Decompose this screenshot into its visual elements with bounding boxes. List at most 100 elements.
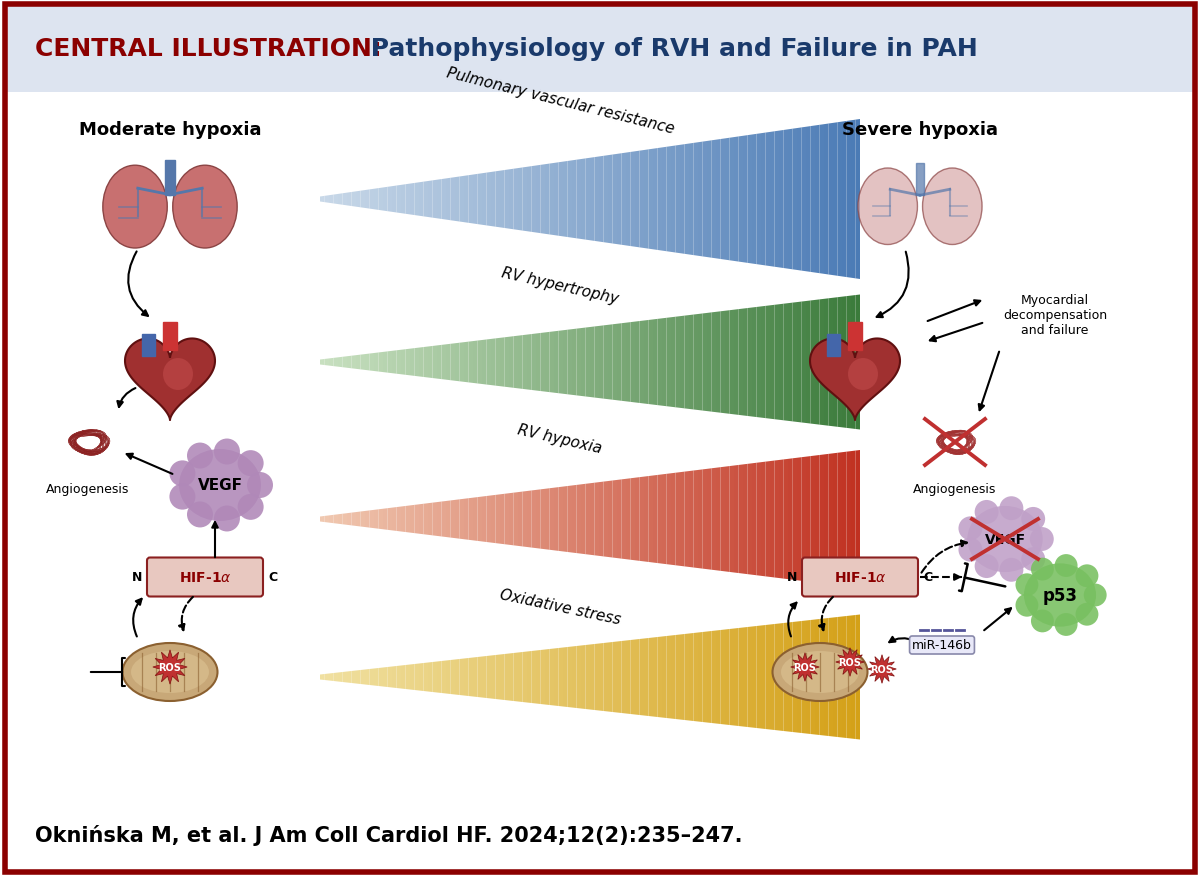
Polygon shape	[509, 337, 514, 389]
Polygon shape	[360, 670, 365, 685]
Polygon shape	[554, 163, 558, 237]
Polygon shape	[734, 466, 738, 574]
Polygon shape	[644, 321, 648, 404]
Polygon shape	[604, 643, 608, 712]
Circle shape	[1075, 565, 1098, 588]
Circle shape	[169, 460, 196, 487]
Polygon shape	[388, 352, 392, 374]
Polygon shape	[360, 511, 365, 527]
Polygon shape	[720, 630, 725, 724]
Polygon shape	[568, 646, 572, 708]
Polygon shape	[694, 470, 698, 568]
Polygon shape	[648, 476, 653, 563]
Polygon shape	[401, 506, 406, 532]
Polygon shape	[437, 661, 442, 693]
Ellipse shape	[173, 166, 238, 249]
Polygon shape	[707, 631, 712, 724]
Ellipse shape	[848, 359, 878, 390]
Polygon shape	[712, 468, 716, 571]
Polygon shape	[464, 342, 468, 383]
Polygon shape	[324, 359, 329, 367]
Polygon shape	[779, 624, 784, 731]
Text: HIF-1$\alpha$: HIF-1$\alpha$	[179, 570, 232, 584]
Polygon shape	[756, 626, 761, 729]
Polygon shape	[414, 348, 419, 377]
Polygon shape	[779, 131, 784, 268]
Polygon shape	[810, 620, 815, 735]
Polygon shape	[527, 167, 532, 232]
Polygon shape	[599, 157, 604, 243]
Polygon shape	[518, 652, 522, 702]
Text: HIF-1$\alpha$: HIF-1$\alpha$	[834, 570, 887, 584]
Polygon shape	[365, 669, 370, 685]
Polygon shape	[558, 331, 563, 395]
Polygon shape	[563, 487, 568, 553]
Ellipse shape	[131, 652, 209, 693]
Bar	[163, 323, 178, 351]
Polygon shape	[324, 516, 329, 523]
Polygon shape	[662, 474, 666, 565]
Polygon shape	[856, 451, 860, 588]
Polygon shape	[658, 319, 662, 406]
Polygon shape	[378, 510, 383, 530]
Polygon shape	[684, 145, 689, 255]
Polygon shape	[846, 296, 851, 429]
Polygon shape	[802, 621, 806, 734]
Polygon shape	[586, 645, 590, 709]
Circle shape	[974, 554, 998, 579]
Polygon shape	[365, 354, 370, 371]
Polygon shape	[536, 166, 540, 234]
Polygon shape	[392, 508, 396, 531]
Polygon shape	[329, 674, 334, 681]
Polygon shape	[702, 142, 707, 258]
Polygon shape	[792, 303, 797, 423]
Polygon shape	[383, 188, 388, 212]
Polygon shape	[716, 312, 720, 413]
Polygon shape	[352, 356, 356, 369]
Polygon shape	[788, 303, 792, 422]
Circle shape	[214, 439, 240, 465]
Polygon shape	[653, 149, 658, 251]
Polygon shape	[432, 662, 437, 693]
Polygon shape	[554, 648, 558, 706]
Polygon shape	[576, 329, 581, 396]
Polygon shape	[536, 650, 540, 704]
Polygon shape	[815, 619, 820, 735]
Polygon shape	[761, 625, 766, 729]
Polygon shape	[766, 132, 770, 267]
Polygon shape	[599, 326, 604, 399]
Polygon shape	[752, 135, 756, 265]
Ellipse shape	[923, 168, 982, 246]
Polygon shape	[608, 481, 612, 558]
Polygon shape	[824, 299, 828, 426]
Polygon shape	[766, 461, 770, 577]
Polygon shape	[838, 453, 842, 586]
Polygon shape	[622, 641, 626, 714]
Polygon shape	[748, 135, 752, 264]
Bar	[166, 160, 175, 196]
Polygon shape	[540, 165, 545, 234]
Polygon shape	[734, 628, 738, 726]
Polygon shape	[856, 120, 860, 280]
Polygon shape	[545, 488, 550, 550]
Polygon shape	[774, 624, 779, 731]
Polygon shape	[320, 517, 324, 523]
Polygon shape	[527, 652, 532, 703]
Polygon shape	[450, 178, 455, 222]
Polygon shape	[473, 175, 478, 225]
Polygon shape	[504, 494, 509, 545]
Polygon shape	[671, 474, 676, 566]
Polygon shape	[360, 191, 365, 209]
Polygon shape	[842, 453, 846, 587]
Polygon shape	[338, 194, 342, 205]
Polygon shape	[806, 301, 810, 424]
Polygon shape	[424, 503, 428, 535]
Bar	[827, 335, 840, 357]
Polygon shape	[594, 482, 599, 556]
Polygon shape	[838, 297, 842, 428]
Polygon shape	[774, 305, 779, 420]
Polygon shape	[545, 649, 550, 705]
Polygon shape	[590, 645, 594, 710]
Polygon shape	[460, 176, 464, 223]
Polygon shape	[500, 338, 504, 388]
